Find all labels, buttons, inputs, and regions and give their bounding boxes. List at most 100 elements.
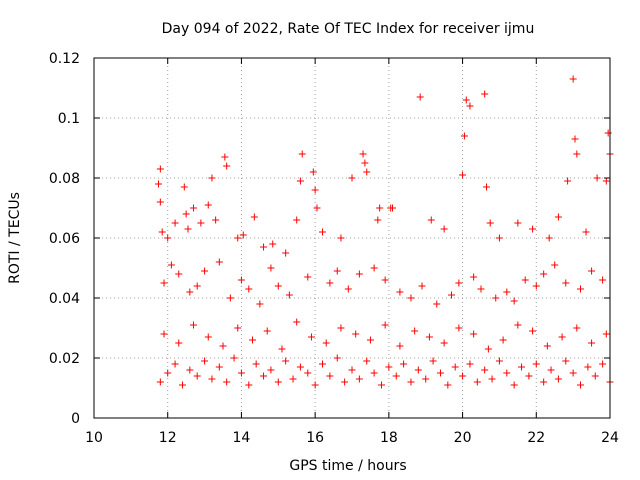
data-point — [355, 270, 363, 278]
data-point — [599, 360, 607, 368]
data-point — [389, 204, 397, 212]
y-axis-label: ROTI / TECUs — [7, 192, 23, 284]
data-point — [267, 366, 275, 374]
data-point — [341, 378, 349, 386]
data-point — [201, 267, 209, 275]
data-point — [208, 174, 216, 182]
data-point — [239, 231, 247, 239]
data-point — [333, 354, 341, 362]
data-point — [540, 378, 548, 386]
data-point — [221, 153, 229, 161]
data-point — [440, 339, 448, 347]
data-point — [444, 381, 452, 389]
data-point — [529, 225, 537, 233]
data-point — [223, 162, 231, 170]
data-point — [593, 174, 601, 182]
data-point — [470, 330, 478, 338]
data-point — [377, 381, 385, 389]
data-point — [521, 276, 529, 284]
data-point — [400, 360, 408, 368]
data-point — [282, 249, 290, 257]
data-point — [407, 378, 415, 386]
data-point — [333, 267, 341, 275]
data-point — [374, 216, 382, 224]
data-point — [440, 225, 448, 233]
data-point — [455, 279, 463, 287]
x-axis-label: GPS time / hours — [289, 458, 406, 474]
data-point — [234, 324, 242, 332]
data-point — [514, 321, 522, 329]
y-tick-label: 0.02 — [49, 351, 80, 367]
grid-lines — [94, 58, 610, 418]
axis-ticks: 10 12 14 16 18 20 22 24 0 0.02 0.04 0.06 0.08 0.1 0.12 — [49, 51, 619, 446]
data-point — [319, 360, 327, 368]
data-point — [363, 168, 371, 176]
data-point — [381, 321, 389, 329]
data-point — [278, 345, 286, 353]
data-point — [418, 282, 426, 290]
data-point — [525, 372, 533, 380]
data-point — [562, 279, 570, 287]
data-point — [466, 360, 474, 368]
data-point — [462, 96, 470, 104]
data-point — [319, 228, 327, 236]
data-point — [160, 330, 168, 338]
data-point — [529, 327, 537, 335]
data-point — [184, 225, 192, 233]
data-point — [564, 177, 572, 185]
y-tick-label: 0.06 — [49, 231, 80, 247]
data-point — [156, 378, 164, 386]
data-point — [260, 243, 268, 251]
data-point — [186, 366, 194, 374]
data-point — [204, 201, 212, 209]
data-point — [582, 228, 590, 236]
data-point — [256, 300, 264, 308]
data-point — [263, 327, 271, 335]
data-point — [588, 267, 596, 275]
data-point — [171, 219, 179, 227]
data-point — [392, 372, 400, 380]
y-tick-label: 0.1 — [58, 111, 80, 127]
data-point — [396, 288, 404, 296]
data-point — [584, 363, 592, 371]
x-tick-label: 24 — [601, 430, 619, 446]
data-point — [180, 183, 188, 191]
data-point — [602, 330, 610, 338]
data-point — [204, 333, 212, 341]
x-tick-label: 20 — [454, 430, 472, 446]
data-point — [448, 291, 456, 299]
data-point — [361, 159, 369, 167]
data-point — [477, 285, 485, 293]
data-point — [164, 369, 172, 377]
data-point — [282, 357, 290, 365]
data-point — [540, 270, 548, 278]
data-point — [599, 276, 607, 284]
data-point — [554, 375, 562, 383]
data-points — [155, 75, 614, 389]
data-point — [481, 90, 489, 98]
data-point — [313, 204, 321, 212]
data-point — [304, 273, 312, 281]
x-tick-label: 12 — [159, 430, 177, 446]
data-point — [190, 204, 198, 212]
data-point — [545, 234, 553, 242]
data-point — [543, 342, 551, 350]
data-point — [348, 174, 356, 182]
x-tick-label: 14 — [233, 430, 251, 446]
data-point — [484, 345, 492, 353]
data-point — [486, 219, 494, 227]
data-point — [219, 342, 227, 350]
data-point — [588, 339, 596, 347]
data-point — [326, 372, 334, 380]
data-point — [230, 354, 238, 362]
data-point — [359, 150, 367, 158]
data-point — [532, 360, 540, 368]
data-point — [495, 357, 503, 365]
data-point — [503, 288, 511, 296]
data-point — [499, 336, 507, 344]
data-point — [558, 333, 566, 341]
data-point — [425, 333, 433, 341]
data-point — [337, 234, 345, 242]
data-point — [155, 180, 162, 188]
data-point — [212, 216, 220, 224]
